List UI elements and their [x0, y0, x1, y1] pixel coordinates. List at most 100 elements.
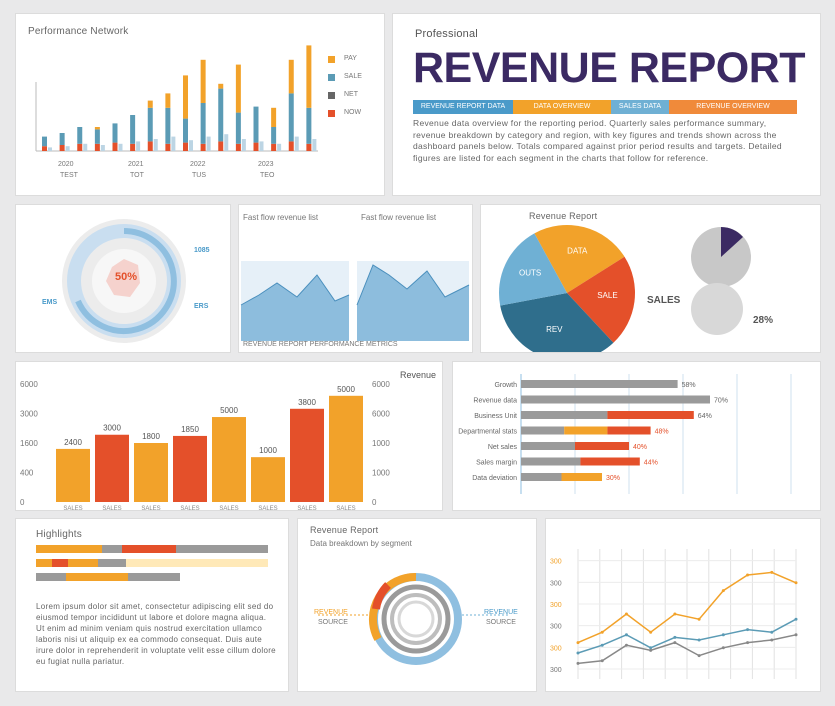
hbar [607, 426, 651, 435]
series-line [577, 618, 797, 654]
legend-item [328, 74, 335, 81]
y-tick: 300 [550, 624, 562, 631]
small-pie-slice [721, 227, 743, 257]
x-label: 2020 [58, 161, 74, 168]
area-chart-svg [240, 261, 470, 341]
bar-now [288, 141, 294, 151]
hbar [564, 426, 608, 435]
legend-item [328, 56, 335, 63]
gauge-ornament [106, 259, 140, 297]
report-tab[interactable]: SALES DATA [611, 100, 669, 114]
bar-now [94, 143, 100, 151]
pie-slice [567, 256, 635, 343]
bar-net [294, 136, 299, 151]
y2-tick: 0 [372, 498, 377, 507]
bar-sale [165, 107, 171, 144]
series-point [673, 641, 677, 645]
bar-net [136, 141, 141, 151]
bar-now [147, 141, 153, 151]
bar-category-label: SALES [63, 506, 82, 510]
series-point [673, 635, 677, 639]
bar-sale [42, 136, 47, 147]
area-fill-right [357, 265, 469, 341]
gauge-label-left: EMS [42, 299, 58, 306]
hbar [521, 411, 608, 419]
y-tick: 300 [550, 559, 562, 566]
panel-performance-bars: Performance Network 2020 TEST 2021 TOT 2… [16, 14, 384, 195]
legend-label: NET [344, 91, 358, 98]
gauge-arc [75, 228, 177, 334]
bar-sale [306, 107, 312, 144]
y2-tick: 1000 [372, 469, 390, 478]
area-fill-left [241, 275, 349, 341]
bar-sale [200, 103, 206, 144]
bar-value-label: 5000 [220, 406, 238, 415]
report-tabs: REVENUE REPORT DATA DATA OVERVIEW SALES … [413, 100, 797, 114]
bar-net [65, 146, 70, 151]
pie-label: REV [546, 325, 563, 334]
hbar [521, 426, 565, 435]
bar-net [312, 139, 317, 151]
revenue-pie-chart: DATA SALE REV OUTS [499, 225, 635, 352]
y-tick: 1600 [20, 439, 38, 448]
bar-sale [94, 129, 100, 144]
bar [173, 435, 207, 502]
bar-value-label: 3800 [298, 398, 316, 407]
bar-sale [112, 123, 118, 143]
bar-sale [271, 127, 277, 144]
hbar [575, 442, 629, 450]
y-tick: 0 [20, 498, 25, 507]
bar-value-label: 5000 [337, 385, 355, 394]
report-tab[interactable]: DATA OVERVIEW [513, 100, 611, 114]
series-point [576, 641, 580, 645]
legend-item [328, 92, 335, 99]
report-title: REVENUE REPORT [413, 44, 806, 92]
report-tab[interactable]: REVENUE OVERVIEW [669, 100, 797, 114]
bar [212, 417, 246, 502]
x-label: 2022 [190, 161, 206, 168]
hbar-value: 70% [714, 398, 728, 405]
series-point [721, 646, 725, 650]
bar-net [153, 139, 158, 151]
series-point [770, 570, 774, 574]
series-point [600, 643, 604, 647]
bar-sale [288, 93, 294, 142]
hbar-label: Net sales [488, 444, 518, 451]
bar-now [165, 143, 171, 151]
hbar [607, 411, 694, 419]
series-point [673, 612, 677, 616]
bar-pay [306, 45, 312, 108]
highlights-body: Lorem ipsum dolor sit amet, consectetur … [36, 602, 276, 666]
pie-title: Revenue Report [529, 211, 598, 221]
series-point [649, 646, 653, 650]
bar [251, 457, 285, 502]
bar-category-label: SALES [141, 506, 160, 510]
series-point [794, 633, 798, 637]
hbar-label: Departmental stats [458, 429, 517, 436]
hbar-value: 48% [655, 429, 669, 436]
y-tick: 300 [550, 580, 562, 587]
highlight-bar [36, 559, 268, 567]
bar-net [189, 140, 193, 151]
bar-sale [147, 107, 153, 142]
bar-now [77, 143, 83, 151]
bar-category-label: SALES [297, 506, 316, 510]
performance-bar-chart [35, 45, 318, 152]
area-line-left [240, 274, 350, 306]
panel-pie: Revenue Report DATA SALE REV OUTS SALES 28% [481, 205, 820, 352]
area-footer: REVENUE REPORT PERFORMANCE METRICS [243, 341, 398, 348]
panel-highlights: Highlights Lorem ipsum dolor sit amet, c… [16, 519, 288, 691]
bar-sale [253, 106, 259, 143]
hbar [561, 473, 602, 481]
right-axis-title: Revenue [400, 370, 437, 380]
highlights-title: Highlights [36, 529, 82, 540]
series-point [770, 630, 774, 634]
hbar [521, 442, 575, 450]
gauge-label-top: 1085 [194, 247, 210, 254]
bar-now [253, 142, 259, 151]
gauge-chart [62, 219, 186, 343]
report-tab[interactable]: REVENUE REPORT DATA [413, 100, 513, 114]
bar-category-label: SALES [102, 506, 121, 510]
bar-sale [235, 112, 241, 144]
bar-net [206, 136, 211, 151]
